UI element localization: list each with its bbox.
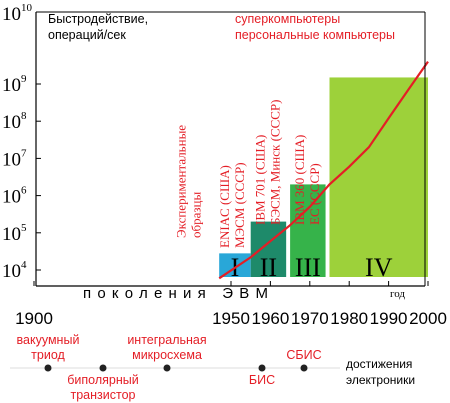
y-tick-exponent: 5 <box>21 222 27 234</box>
timeline-dot-2 <box>163 364 171 372</box>
x-tick-labels: 1900 1950 1960 1970 1980 1990 2000 <box>15 281 447 328</box>
y-tick-exponent: 9 <box>21 73 27 85</box>
y-tick-label-10: 1010 <box>2 2 33 25</box>
timeline-event-4-line-0: СБИС <box>286 348 321 362</box>
annotation-2-line-0: IBM 701 (США) <box>252 135 267 225</box>
timeline-event-0-line-1: триод <box>31 348 65 362</box>
y-tick-base: 10 <box>2 261 21 282</box>
annotation-3-line-1: ЕС (СССР) <box>307 163 322 225</box>
x-tick-label-1980: 1980 <box>330 309 368 328</box>
timeline-dot-1 <box>99 364 107 372</box>
y-tick-exponent: 7 <box>21 147 27 159</box>
annotation-3-line-0: IBM 360 (США) <box>292 135 307 225</box>
y-tick-base: 10 <box>2 4 21 25</box>
y-tick-base: 10 <box>2 112 21 133</box>
timeline-dot-0 <box>44 364 52 372</box>
x-tick-label-1990: 1990 <box>370 309 408 328</box>
y-tick-exponent: 8 <box>21 110 27 122</box>
timeline-event-0-line-0: вакуумный <box>17 333 80 347</box>
trend-line <box>218 60 429 280</box>
y-tick-label-9: 109 <box>2 73 27 96</box>
timeline-caption-line1: достижения <box>346 357 412 371</box>
annotation-0-line-1: образцы <box>189 192 204 238</box>
y-axis-label-line1: Быстродействие, <box>48 12 148 26</box>
generation-bar-1 <box>219 253 251 277</box>
annotations: Экспериментальные образцы ENIAC (США) МЭСМ … <box>174 100 322 249</box>
y-tick-base: 10 <box>2 149 21 170</box>
timeline-event-1-line-1: транзистор <box>71 388 136 402</box>
annotation-1-line-0: ENIAC (США) <box>217 165 232 248</box>
y-tick-exponent: 4 <box>21 259 27 271</box>
y-axis-label-line2: операций/сек <box>48 28 126 42</box>
timeline-dot-4 <box>300 364 308 372</box>
generation-bar-3 <box>290 184 326 277</box>
top-label-personal-computers: персональные компьютеры <box>235 28 395 42</box>
y-tick-base: 10 <box>2 224 21 245</box>
x-axis-unit-label: год <box>390 288 405 300</box>
y-tick-exponent: 6 <box>21 185 27 197</box>
y-tick-label-6: 106 <box>2 185 27 208</box>
timeline-event-3-line-0: БИС <box>249 373 275 387</box>
x-tick-label-2000: 2000 <box>409 309 447 328</box>
y-tick-label-7: 107 <box>2 147 27 170</box>
x-tick-label-1960: 1960 <box>251 309 289 328</box>
y-tick-base: 10 <box>2 75 21 96</box>
timeline-dot-3 <box>258 364 266 372</box>
trend-series-line <box>218 60 429 280</box>
timeline-event-2-line-0: интегральная <box>127 333 206 347</box>
timeline-event-2-line-1: микросхема <box>132 348 202 362</box>
annotation-1-line-1: МЭСМ (СССР) <box>232 162 247 248</box>
generation-bars <box>219 77 428 277</box>
generation-label-IV: IV <box>365 253 393 282</box>
top-label-supercomputers: суперкомпьютеры <box>235 12 340 26</box>
y-tick-base: 10 <box>2 187 21 208</box>
generation-label-III: III <box>295 253 321 282</box>
y-tick-label-5: 105 <box>2 222 27 245</box>
x-tick-label-1970: 1970 <box>291 309 329 328</box>
y-tick-label-4: 104 <box>2 259 27 282</box>
x-tick-label-1900: 1900 <box>15 309 53 328</box>
generation-bar-4 <box>329 77 428 277</box>
generation-labels: I II III IV <box>231 253 393 282</box>
generations-banner: поколения ЭВМ <box>83 285 274 302</box>
timeline-caption-line2: электроники <box>346 373 415 387</box>
x-tick-label-1950: 1950 <box>212 309 250 328</box>
y-tick-label-8: 108 <box>2 110 27 133</box>
generation-bar-2 <box>250 221 287 277</box>
timeline-event-1-line-0: биполярный <box>67 373 138 387</box>
annotation-0-line-0: Экспериментальные <box>174 125 189 238</box>
annotation-2-line-1: БЭСМ, Минск (СССР) <box>267 100 282 226</box>
generation-label-II: II <box>260 253 277 282</box>
y-tick-exponent: 10 <box>21 2 33 14</box>
